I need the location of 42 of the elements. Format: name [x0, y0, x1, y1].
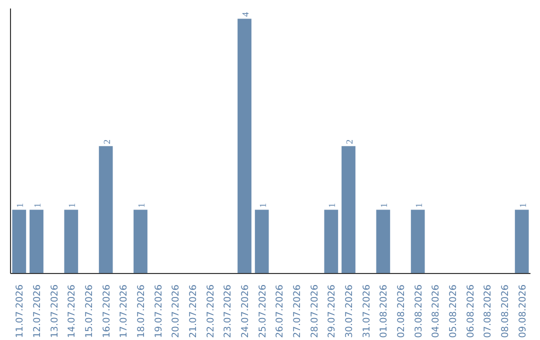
x-tick-label: 26.07.2026 — [274, 284, 286, 338]
data-label: 2 — [346, 139, 356, 144]
x-tick-label: 25.07.2026 — [257, 284, 268, 338]
data-label: 1 — [328, 202, 338, 208]
x-tick-label: 03.08.2026 — [413, 284, 424, 338]
x-tick-label: 02.08.2026 — [396, 284, 407, 338]
x-tick-label: 13.07.2026 — [49, 284, 60, 338]
x-tick-label: 01.08.2026 — [378, 284, 390, 338]
x-tick-label: 16.07.2026 — [101, 284, 112, 338]
data-label: 2 — [102, 139, 113, 144]
x-tick-label: 08.08.2026 — [500, 284, 511, 338]
data-label: 1 — [34, 202, 44, 208]
data-label: 1 — [414, 202, 425, 208]
x-tick-label: 11.07.2026 — [14, 284, 26, 338]
x-tick-label: 24.07.2026 — [240, 284, 251, 338]
data-label: 1 — [16, 202, 26, 208]
x-tick-label: 17.07.2026 — [118, 284, 130, 338]
x-tick-label: 28.07.2026 — [309, 284, 320, 338]
x-tick-label: 20.07.2026 — [170, 284, 182, 338]
x-tick-label: 15.07.2026 — [84, 284, 95, 338]
x-tick-label: 05.08.2026 — [448, 284, 459, 338]
x-tick-label: 07.08.2026 — [482, 284, 494, 338]
x-tick-label: 14.07.2026 — [66, 284, 78, 338]
x-tick-label: 29.07.2026 — [326, 284, 338, 338]
x-tick-label: 21.07.2026 — [188, 284, 199, 338]
data-label: 1 — [258, 202, 269, 208]
x-tick-label: 18.07.2026 — [136, 284, 147, 338]
data-label: 1 — [68, 202, 78, 208]
x-tick-label: 06.08.2026 — [465, 284, 476, 338]
data-label: 1 — [138, 202, 148, 208]
x-tick-label: 19.07.2026 — [153, 284, 164, 338]
x-tick-label: 04.08.2026 — [430, 284, 442, 338]
x-tick-label: 09.08.2026 — [517, 284, 528, 338]
x-tick-label: 27.07.2026 — [292, 284, 303, 338]
x-tick-label: 22.07.2026 — [205, 284, 216, 338]
data-label: 1 — [518, 202, 529, 208]
x-tick-label: 31.07.2026 — [361, 284, 372, 338]
x-tick-label: 30.07.2026 — [344, 284, 355, 338]
data-label: 4 — [242, 12, 252, 17]
x-tick-label: 23.07.2026 — [222, 284, 234, 338]
x-tick-label: 12.07.2026 — [32, 284, 43, 338]
data-label: 1 — [380, 202, 390, 208]
